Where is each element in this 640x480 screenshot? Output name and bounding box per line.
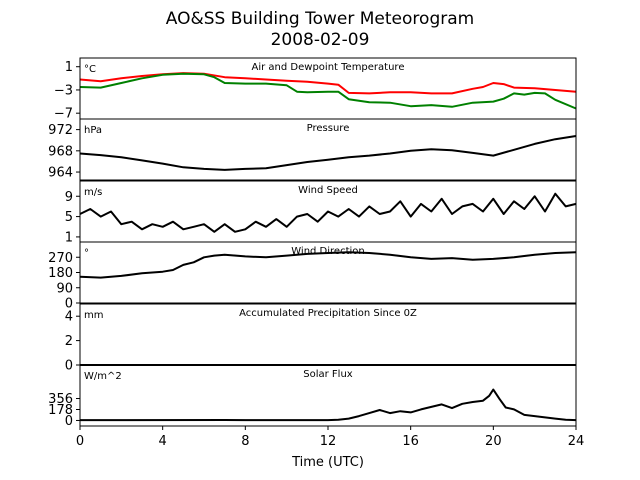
panel-6-ytick-label: 356 xyxy=(48,392,73,407)
x-tick-label: 8 xyxy=(241,434,249,449)
panel-5-ytick-label: 2 xyxy=(65,334,73,349)
x-tick-label: 24 xyxy=(568,434,585,449)
panel-4-title: Wind Direction xyxy=(291,246,365,257)
panel-5-ytick-label: 0 xyxy=(65,359,73,374)
x-tick-label: 16 xyxy=(402,434,419,449)
panel-6-title: Solar Flux xyxy=(303,369,353,380)
panel-4-ytick-label: 90 xyxy=(56,281,73,296)
panel-5-unit-label: mm xyxy=(84,310,103,321)
x-tick-label: 4 xyxy=(159,434,167,449)
x-axis: 0 4 8 12 16 20 24 xyxy=(76,426,584,449)
panel-1-ytick-label: −7 xyxy=(54,107,73,122)
panel-6-series-1-line xyxy=(79,388,577,422)
panel-2-ytick-label: 964 xyxy=(48,166,73,181)
panel-5-ytick-label: 4 xyxy=(65,310,73,325)
panel-1-unit-label: °C xyxy=(84,64,96,75)
panel-1-series-2-line xyxy=(79,72,577,110)
panel-6-ytick-label: 178 xyxy=(48,403,73,418)
x-tick-label: 20 xyxy=(485,434,502,449)
panel-6-ytick-label: 0 xyxy=(65,414,73,429)
figure-title-line2: 2008-02-09 xyxy=(271,30,370,50)
panel-3-ytick-label: 1 xyxy=(65,230,73,245)
panel-2-frame xyxy=(79,118,577,181)
panel-4-unit-label: ° xyxy=(84,248,89,259)
panel-1-ytick-label: 1 xyxy=(65,60,73,75)
panel-1-title: Air and Dewpoint Temperature xyxy=(252,62,405,73)
panel-2-ytick-label: 968 xyxy=(48,144,73,159)
panel-1: 1 −3 −7 °C Air and Dewpoint Temperature xyxy=(54,57,577,122)
panel-3-unit-label: m/s xyxy=(84,187,102,198)
panel-6-unit-label: W/m^2 xyxy=(84,371,122,382)
panel-2-series-1-line xyxy=(79,135,577,171)
x-tick-label: 0 xyxy=(76,434,84,449)
panel-2: 972 968 964 hPa Pressure xyxy=(48,118,577,181)
panel-3-ytick-label: 9 xyxy=(65,190,73,205)
panel-2-title: Pressure xyxy=(307,123,350,134)
panel-1-ytick-label: −3 xyxy=(54,83,73,98)
x-axis-label: Time (UTC) xyxy=(291,455,364,470)
panel-5-title: Accumulated Precipitation Since 0Z xyxy=(239,308,417,319)
figure-title-line1: AO&SS Building Tower Meteorogram xyxy=(166,9,474,29)
panel-4-ytick-label: 0 xyxy=(65,297,73,312)
x-tick-label: 12 xyxy=(320,434,337,449)
panel-4-ytick-label: 270 xyxy=(48,251,73,266)
panel-2-unit-label: hPa xyxy=(84,125,102,136)
panel-3-title: Wind Speed xyxy=(298,185,358,196)
panel-3-ytick-label: 5 xyxy=(65,210,73,225)
panel-4-ytick-label: 180 xyxy=(48,266,73,281)
panel-4-series-1-line xyxy=(79,251,577,279)
panel-3-series-1-line xyxy=(79,192,577,233)
panel-2-ytick-label: 972 xyxy=(48,123,73,138)
panels-group: 1 −3 −7 °C Air and Dewpoint Temperature 972 96… xyxy=(48,57,577,429)
